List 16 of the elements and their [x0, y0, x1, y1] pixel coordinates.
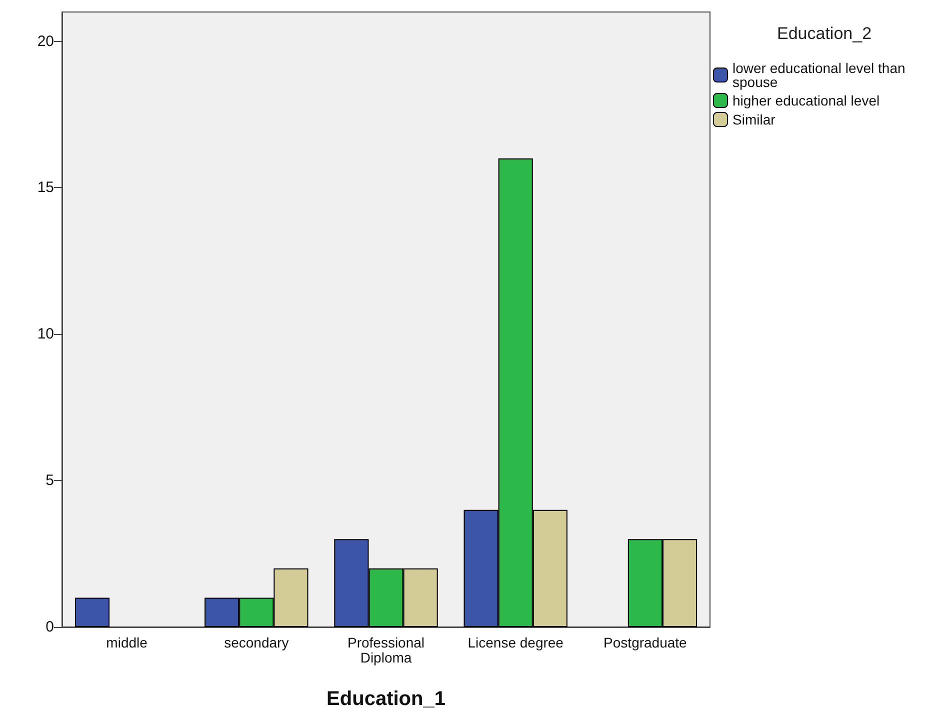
bar [74, 598, 110, 627]
legend-label: Similar [732, 112, 776, 128]
x-axis-title: Education_1 [326, 688, 446, 710]
y-tick-label: 0 [46, 618, 54, 636]
y-tick-label: 10 [37, 326, 54, 343]
y-tick-label: 15 [37, 179, 54, 196]
x-tick-label: License degree [468, 634, 564, 650]
x-tick-label: middle [106, 634, 148, 650]
x-tick-label: Professional Diploma [347, 634, 425, 666]
y-tick-label: 5 [46, 472, 54, 490]
x-tick-label: secondary [224, 634, 289, 650]
legend-label: lower educational level than spouse [732, 60, 910, 90]
legend-title: Education_2 [777, 24, 872, 43]
x-tick-label: Postgraduate [604, 634, 688, 650]
y-tick-label: 20 [37, 32, 54, 50]
legend-label: higher educational level [732, 92, 880, 108]
